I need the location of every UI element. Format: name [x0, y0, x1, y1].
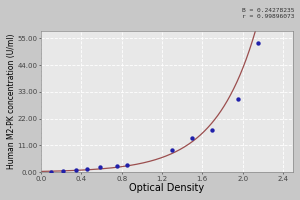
X-axis label: Optical Density: Optical Density [130, 183, 205, 193]
Point [114, 165, 119, 168]
Point [124, 163, 129, 166]
Point [49, 170, 53, 173]
Point [255, 42, 260, 45]
Point [97, 166, 102, 169]
Point [235, 98, 240, 101]
Point [210, 128, 215, 131]
Point [61, 169, 66, 173]
Point [74, 168, 79, 172]
Text: B = 0.24278235
r = 0.99896073: B = 0.24278235 r = 0.99896073 [242, 8, 294, 19]
Point [190, 136, 195, 140]
Point [170, 149, 175, 152]
Point [85, 167, 90, 170]
Y-axis label: Human M2-PK concentration (U/ml): Human M2-PK concentration (U/ml) [7, 34, 16, 169]
